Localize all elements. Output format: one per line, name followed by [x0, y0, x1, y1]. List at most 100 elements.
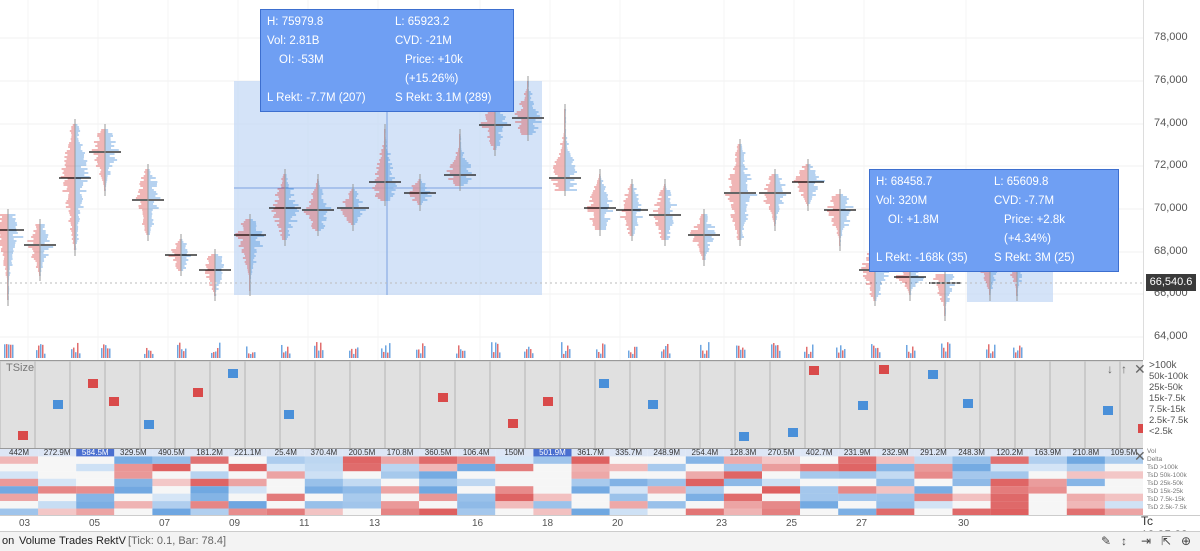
- rekt-cell: [723, 471, 762, 479]
- time-axis[interactable]: 03 05 07 09 11 13 16 18 20 23 25 27 30: [0, 515, 1200, 531]
- resize-vertical-icon[interactable]: ↕: [1121, 534, 1127, 548]
- close-icon[interactable]: ✕: [1134, 448, 1146, 464]
- volume-total-cell: [914, 449, 953, 457]
- price-tick: 64,000: [1154, 330, 1188, 342]
- tsize-panel[interactable]: TSize: [0, 360, 1143, 448]
- rekt-cell: [952, 508, 991, 515]
- tab-rektv[interactable]: RektV: [96, 535, 126, 547]
- rekt-cell: [762, 501, 801, 509]
- volume-bar: [103, 344, 105, 358]
- tsize-block: [739, 432, 749, 441]
- rekt-cell: [495, 493, 534, 502]
- rekt-cell: [190, 456, 229, 464]
- volume-bar: [385, 345, 387, 358]
- rekt-cell: [38, 508, 77, 515]
- volume-total-label: 109.5M: [1111, 449, 1138, 457]
- volume-total-cell: [381, 449, 420, 457]
- rekt-legend-item: TsD 25k-50k: [1147, 480, 1184, 487]
- volume-bar: [389, 343, 391, 358]
- rekt-cell: [342, 486, 381, 494]
- rekt-cell: [723, 478, 762, 487]
- tsize-block: [788, 428, 798, 437]
- tsize-block: [963, 399, 973, 408]
- volume-bar: [661, 351, 663, 358]
- volume-total-label: 501.9M: [539, 449, 566, 457]
- pencil-icon[interactable]: ✎: [1101, 534, 1112, 548]
- volume-bar: [569, 349, 571, 358]
- price-chart[interactable]: H: 75979.8 L: 65923.2 Vol: 2.81B CVD: -21M…: [0, 0, 1143, 360]
- rekt-cell: [457, 508, 496, 515]
- rekt-cell: [685, 463, 724, 472]
- rekt-cell: [381, 478, 420, 487]
- volume-total-cell: [1028, 449, 1067, 457]
- tsize-legend-item: 25k-50k: [1149, 382, 1183, 393]
- rekt-cell: [609, 463, 648, 472]
- volume-bar: [177, 344, 179, 358]
- tsize-block: [809, 366, 819, 375]
- volume-bar: [773, 343, 775, 358]
- tsize-block: [88, 379, 98, 388]
- tsize-cell: [841, 362, 874, 448]
- volume-total-cell: [647, 449, 686, 457]
- range-tooltip: H: 75979.8 L: 65923.2 Vol: 2.81B CVD: -21M…: [260, 9, 514, 112]
- tsize-block: [928, 370, 938, 379]
- rekt-cell: [1028, 471, 1067, 479]
- rekt-cell: [419, 501, 458, 509]
- tsize-cell: [1051, 362, 1084, 448]
- export-icon[interactable]: ⇱: [1161, 534, 1172, 548]
- rekt-cell: [152, 456, 191, 464]
- tsize-cell: [981, 362, 1014, 448]
- rekt-cell: [114, 501, 153, 509]
- volume-bar: [497, 343, 499, 358]
- volume-bar: [349, 350, 351, 358]
- rekt-cell: [914, 471, 953, 479]
- rekt-legend-item: TsD 7.5k-15k: [1147, 496, 1185, 503]
- rekt-cell: [228, 486, 267, 494]
- volume-profile-chart[interactable]: [0, 0, 1143, 360]
- rekt-legend-item: Delta: [1147, 456, 1163, 463]
- tab-on[interactable]: on: [2, 535, 15, 547]
- rekt-cell: [800, 508, 839, 515]
- rekt-cell: [1066, 501, 1105, 509]
- rekt-cell: [533, 493, 572, 502]
- rekt-cell: [266, 456, 305, 464]
- clock: Tc 12:35:23: [1141, 514, 1188, 542]
- volume-total-cell: [114, 449, 153, 457]
- arrow-down-icon[interactable]: ↓: [1107, 362, 1113, 376]
- rekt-cell: [1104, 463, 1143, 472]
- rekt-cell: [76, 456, 115, 464]
- rekt-cell: [990, 508, 1029, 515]
- rekt-cell: [0, 486, 39, 494]
- volume-bar: [213, 352, 215, 358]
- expand-right-icon[interactable]: ⇥: [1141, 534, 1152, 548]
- volume-total-label: 181.2M: [196, 449, 223, 457]
- rekt-cell: [190, 493, 229, 502]
- close-icon[interactable]: ✕: [1134, 361, 1146, 377]
- tsize-block: [543, 397, 553, 406]
- volume-bar: [1015, 352, 1017, 358]
- volume-bar: [322, 350, 324, 358]
- volume-bar: [530, 349, 532, 358]
- arrow-up-icon[interactable]: ↑: [1121, 362, 1127, 376]
- rekt-cell: [1028, 501, 1067, 509]
- rekt-cell: [571, 471, 610, 479]
- zoom-icon[interactable]: ⊕: [1181, 534, 1192, 548]
- tab-trades[interactable]: Trades: [59, 535, 93, 547]
- rekt-cell: [647, 478, 686, 487]
- rekt-heatmap-panel[interactable]: 442M 272.9M 584.5M 329.5M 490.5M 181.2M 221.1M…: [0, 448, 1143, 515]
- volume-total-cell: [990, 449, 1029, 457]
- rekt-cell: [647, 501, 686, 509]
- tsize-block: [599, 379, 609, 388]
- tsize-cell: [666, 362, 699, 448]
- volume-total-cell: [723, 449, 762, 457]
- tooltip-cvd: CVD: -21M: [395, 35, 452, 47]
- volume-bar: [146, 347, 148, 358]
- rekt-cell: [914, 486, 953, 494]
- tab-volume[interactable]: Volume: [19, 535, 56, 547]
- volume-bar: [422, 343, 424, 358]
- time-label: 27: [856, 518, 868, 529]
- rekt-cell: [342, 463, 381, 472]
- volume-total-cell: [800, 449, 839, 457]
- rekt-cell: [190, 501, 229, 509]
- rekt-cell: [381, 456, 420, 464]
